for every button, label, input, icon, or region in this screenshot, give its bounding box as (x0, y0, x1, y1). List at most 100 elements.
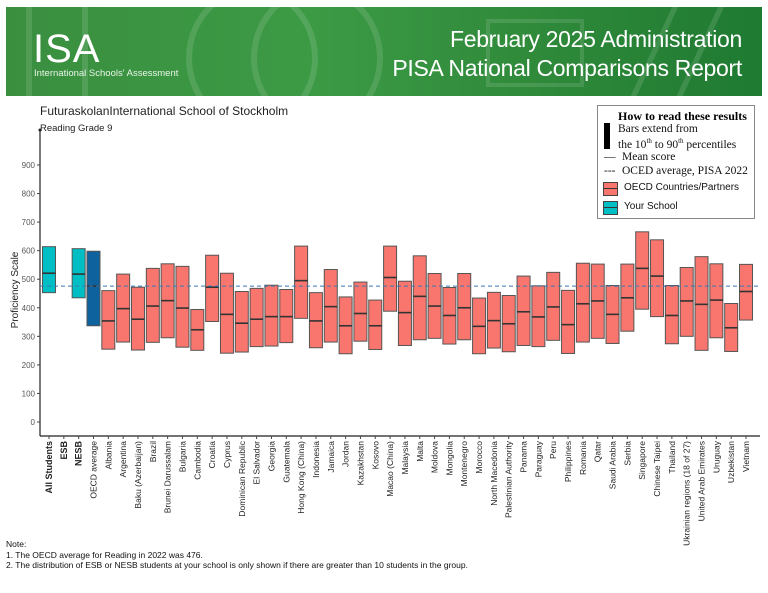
legend-text: the 10 (618, 138, 647, 151)
legend-oecd-average: OCED average, PISA 2022 (622, 165, 748, 177)
subject-label: Reading Grade 9 (40, 123, 113, 134)
bar-georgia (264, 284, 279, 347)
bar-hong-kong-china- (294, 245, 309, 319)
y-tick-label: 0 (31, 418, 36, 427)
legend-bar-line2: the 10th to 90th percentiles (618, 137, 736, 151)
x-tick-label: Ukrainian regions (18 of 27) (682, 441, 692, 546)
bar-thailand (664, 285, 679, 345)
x-tick-label: Hong Kong (China) (296, 441, 306, 514)
legend-school: Your School (624, 201, 678, 212)
x-tick-label: Georgia (266, 441, 276, 472)
x-tick-label: Paraguay (533, 440, 543, 477)
bar-united-arab-emirates (694, 256, 709, 351)
x-tick-label: Malta (415, 441, 425, 462)
x-tick-label: Philippines (563, 441, 573, 482)
legend-countries-swatch (603, 182, 618, 196)
bar-chinese-taipei (650, 239, 665, 318)
bar-malta (412, 255, 427, 341)
legend-school-swatch (603, 201, 618, 215)
x-tick-label: Brunei Darussalam (163, 441, 173, 513)
y-tick-label: 500 (22, 275, 36, 284)
bar-all-students (42, 246, 56, 294)
bar-croatia (205, 254, 220, 322)
legend-text: th (646, 137, 652, 145)
x-tick-label: Dominican Republic (237, 440, 247, 516)
legend-title: How to read these results (618, 109, 747, 123)
bar-dominican-republic (234, 291, 249, 353)
x-tick-label: Saudi Arabia (608, 441, 618, 489)
bar-oecd-average (86, 250, 101, 327)
x-tick-label: Uzbekistan (726, 441, 736, 483)
decorative-shape (26, 7, 88, 96)
legend: How to read these results Bars extend fr… (597, 105, 755, 219)
x-tick-label: Brazil (148, 441, 158, 462)
x-tick-label: Baku (Azerbaijan) (133, 441, 143, 509)
x-tick-label: Singapore (637, 441, 647, 480)
x-tick-label: Peru (548, 441, 558, 459)
bar-nesb (71, 248, 86, 299)
note-item: 1. The OECD average for Reading in 2022 … (6, 549, 203, 560)
x-tick-label: Jamaica (326, 441, 336, 473)
legend-text: th (678, 137, 684, 145)
decorative-shape (486, 19, 584, 87)
x-tick-label: Guatemala (281, 441, 291, 483)
bar-albania (101, 290, 116, 350)
bar-jamaica (323, 269, 338, 343)
school-name: FuturaskolanInternational School of Stoc… (40, 104, 289, 118)
legend-oecd-marker: --- (604, 165, 616, 177)
x-tick-label: Uruguay (711, 440, 721, 473)
x-tick-label: NESB (74, 441, 84, 467)
isa-logo: ISA (33, 27, 101, 71)
y-tick-label: 600 (22, 247, 36, 256)
x-tick-label: Macao (China) (385, 441, 395, 497)
y-tick-label: 900 (22, 161, 36, 170)
x-tick-label: Romania (578, 441, 588, 475)
y-tick-label: 400 (22, 304, 36, 313)
legend-bar-icon (604, 123, 610, 149)
note-item: 2. The distribution of ESB or NESB stude… (6, 560, 468, 570)
x-tick-label: Mongolia (444, 441, 454, 476)
x-tick-label: ESB (59, 441, 69, 460)
bar-bulgaria (175, 265, 190, 348)
legend-text: to 90 (651, 138, 679, 151)
report-title-line2: PISA National Comparisons Report (392, 55, 742, 81)
x-tick-label: Vietnam (741, 441, 751, 472)
bar-singapore (635, 231, 650, 310)
decorative-shape (251, 7, 383, 96)
x-tick-label: Malaysia (400, 441, 410, 475)
bar-el-salvador (249, 287, 264, 348)
x-tick-label: Palestinian Authority (504, 440, 514, 518)
bar-romania (575, 262, 590, 343)
legend-bar-line1: Bars extend from (618, 123, 698, 135)
legend-text: percentiles (683, 138, 737, 151)
x-tick-label: Cyprus (222, 441, 232, 468)
notes-heading: Note: (6, 539, 27, 549)
x-tick-label: North Macedonia (489, 441, 499, 506)
bar-philippines (561, 289, 576, 354)
x-tick-label: Montenegro (459, 441, 469, 487)
x-tick-label: Cambodia (192, 441, 202, 480)
y-axis-end-marker (38, 128, 42, 132)
x-tick-label: Panama (519, 441, 529, 473)
notes: Note: 1. The OECD average for Reading in… (6, 539, 468, 571)
report-header-banner: ISA International Schools' Assessment Fe… (6, 7, 762, 96)
bar-panama (516, 275, 531, 346)
y-tick-label: 800 (22, 190, 36, 199)
y-tick-label: 200 (22, 361, 36, 370)
bar-macao-china- (383, 245, 398, 312)
x-tick-label: El Salvador (252, 441, 262, 485)
x-tick-label: Kazakhstan (355, 441, 365, 486)
x-tick-label: Moldova (430, 441, 440, 473)
x-tick-label: Serbia (622, 441, 632, 466)
x-tick-label: United Arab Emirates (697, 441, 707, 521)
x-tick-label: Morocco (474, 441, 484, 474)
legend-countries: OECD Countries/Partners (624, 182, 740, 193)
x-tick-label: Jordan (341, 441, 351, 467)
report-title-line1: February 2025 Administration (449, 26, 742, 52)
x-tick-label: Thailand (667, 441, 677, 474)
bar-kazakhstan (353, 281, 368, 342)
x-tick-label: Qatar (593, 441, 603, 462)
legend-mean: Mean score (622, 151, 676, 163)
report-title: February 2025 Administration PISA Nation… (392, 25, 742, 83)
